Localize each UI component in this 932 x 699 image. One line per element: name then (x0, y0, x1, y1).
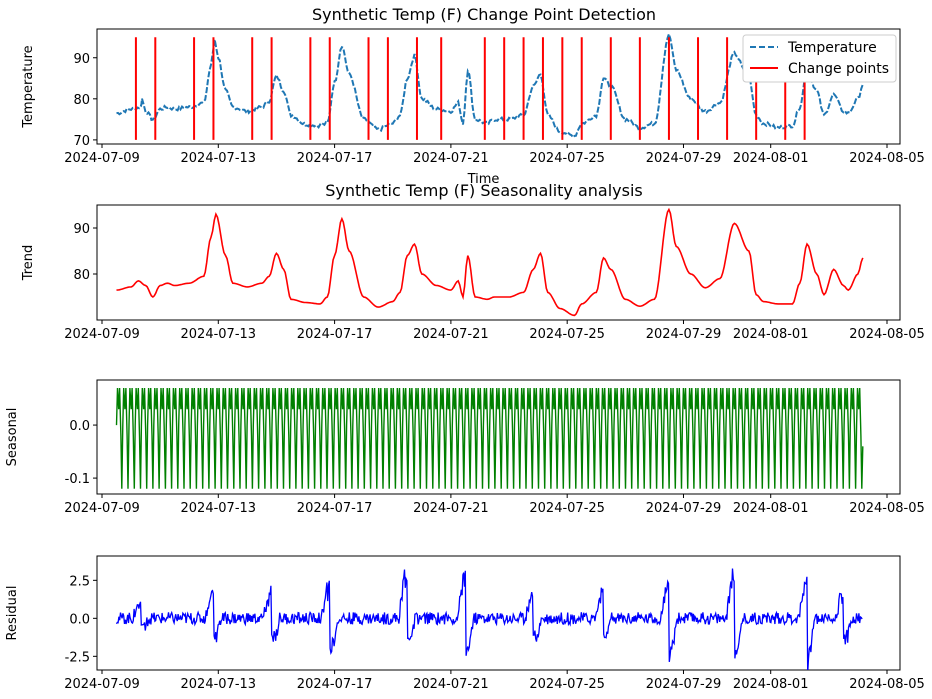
axes-frame (96, 204, 901, 321)
x-tick-label: 2024-07-17 (297, 677, 373, 692)
x-tick-label: 2024-07-29 (646, 501, 722, 516)
x-tick-label: 2024-07-21 (413, 151, 489, 166)
y-tick-label: 80 (73, 268, 90, 283)
x-axis-label: Time (467, 172, 500, 187)
panel1-title: Synthetic Temp (F) Change Point Detectio… (312, 5, 656, 24)
x-tick-label: 2024-07-25 (529, 677, 605, 692)
y-axis-label: Trend (21, 245, 36, 282)
axes-frame (96, 555, 901, 671)
x-tick-label: 2024-08-05 (849, 501, 925, 516)
plot-area (115, 387, 864, 489)
x-tick-label: 2024-08-05 (849, 151, 925, 166)
seasonal-series (115, 387, 864, 489)
x-tick-label: 2024-07-13 (181, 327, 257, 342)
x-tick-label: 2024-08-05 (849, 677, 925, 692)
x-tick-label: 2024-07-29 (646, 327, 722, 342)
panel-trend: 2024-07-09 2024-07-13 2024-07-17 2024-07-21… (21, 204, 925, 342)
x-tick-label: 2024-08-01 (733, 327, 809, 342)
x-tick-label: 2024-08-05 (849, 327, 925, 342)
axes-frame (96, 28, 901, 145)
trend-series (116, 207, 864, 317)
x-tick-label: 2024-08-01 (733, 151, 809, 166)
x-tick-label: 2024-07-25 (529, 151, 605, 166)
temperature-series (116, 30, 864, 139)
x-tick-label: 2024-07-13 (181, 151, 257, 166)
y-axis-label: Seasonal (5, 408, 20, 467)
y-axis-label: Residual (5, 586, 20, 641)
x-tick-label: 2024-07-29 (646, 677, 722, 692)
y-tick-label: 90 (73, 222, 90, 237)
x-tick-label: 2024-07-09 (64, 501, 140, 516)
x-tick-label: 2024-07-21 (413, 327, 489, 342)
x-tick-label: 2024-07-21 (413, 501, 489, 516)
x-tick-label: 2024-07-17 (297, 151, 373, 166)
y-tick-label: 2.5 (69, 574, 90, 589)
legend-temperature-label: Temperature (787, 40, 877, 56)
y-tick-label: 0.0 (69, 612, 90, 627)
x-tick-label: 2024-07-17 (297, 501, 373, 516)
y-tick-label: 70 (73, 134, 90, 149)
y-tick-label: -0.1 (65, 472, 90, 487)
y-tick-label: 0.0 (69, 419, 90, 434)
plot-area (115, 568, 863, 670)
x-tick-label: 2024-07-17 (297, 327, 373, 342)
y-tick-label: -2.5 (65, 650, 90, 665)
x-tick-label: 2024-07-21 (413, 677, 489, 692)
x-tick-label: 2024-07-09 (64, 677, 140, 692)
x-tick-label: 2024-07-13 (181, 677, 257, 692)
panel-temperature: 2024-07-09 2024-07-13 2024-07-17 2024-07-21… (21, 28, 925, 187)
legend: Temperature Change points (742, 34, 897, 83)
x-tick-label: 2024-07-13 (181, 501, 257, 516)
y-tick-label: 90 (73, 52, 90, 67)
panel-residual: 2024-07-09 2024-07-13 2024-07-17 2024-07-21… (5, 555, 925, 692)
plot-area (116, 207, 864, 317)
y-tick-label: 80 (73, 93, 90, 108)
residual-series (115, 568, 863, 670)
x-tick-label: 2024-07-09 (64, 327, 140, 342)
panel2-title: Synthetic Temp (F) Seasonality analysis (325, 181, 643, 200)
legend-change-points-label: Change points (788, 61, 889, 77)
x-tick-label: 2024-08-01 (733, 677, 809, 692)
x-tick-label: 2024-07-29 (646, 151, 722, 166)
y-axis-label: Temperature (21, 45, 36, 128)
x-tick-label: 2024-08-01 (733, 501, 809, 516)
axes-frame (96, 379, 901, 495)
x-tick-label: 2024-07-25 (529, 327, 605, 342)
plot-area (116, 30, 864, 140)
panel-seasonal: 2024-07-09 2024-07-13 2024-07-17 2024-07-21… (5, 379, 925, 516)
x-tick-label: 2024-07-09 (64, 151, 140, 166)
legend-box (742, 34, 897, 83)
x-tick-label: 2024-07-25 (529, 501, 605, 516)
